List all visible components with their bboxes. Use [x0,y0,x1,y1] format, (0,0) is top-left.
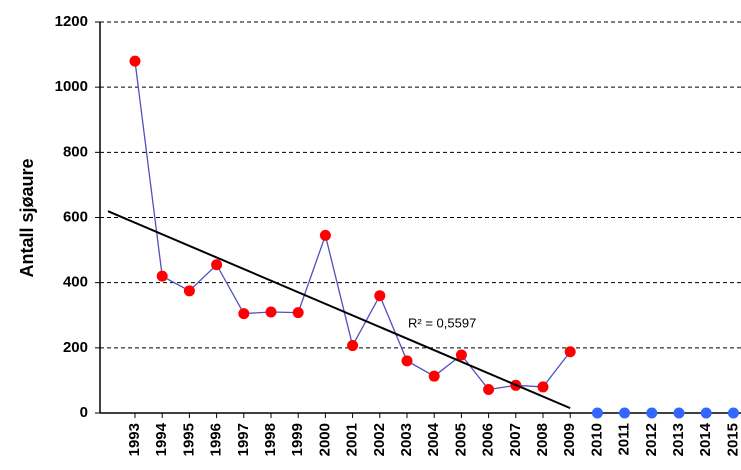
x-tick-label: 1994 [153,422,170,456]
trendline-label: R² = 0,5597 [408,315,476,330]
x-tick-label: 2014 [697,422,714,456]
trendline [107,210,571,410]
y-tick-label: 1000 [55,78,88,95]
marker [428,370,440,382]
marker [537,381,549,393]
y-tick-label: 0 [80,404,88,421]
x-tick-label: 2011 [616,423,633,456]
x-tick-label: 1995 [180,423,197,456]
marker [129,55,141,67]
x-tick-label: 1997 [235,423,252,456]
x-tick-label: 1999 [289,423,306,456]
x-tick-label: 2010 [588,423,605,456]
x-tick-label: 2015 [724,423,741,456]
marker [727,407,739,419]
marker [156,270,168,282]
y-tick-label: 800 [63,143,88,160]
x-tick-label: 1998 [262,423,279,456]
marker [292,307,304,319]
x-tick-label: 2012 [643,423,660,456]
marker [483,384,495,396]
marker [700,407,712,419]
x-tick-label: 1996 [208,423,225,456]
marker [211,259,223,271]
marker [564,346,576,358]
marker [347,340,359,352]
y-tick-label: 600 [63,208,88,225]
marker [673,407,685,419]
y-tick-label: 1200 [55,13,88,30]
x-tick-label: 2003 [398,423,415,456]
x-tick-label: 2007 [507,423,524,456]
marker [619,407,631,419]
x-tick-label: 2005 [452,423,469,456]
marker [455,349,467,361]
marker [265,306,277,318]
x-tick-label: 2009 [561,423,578,456]
marker [238,308,250,320]
marker [374,290,386,302]
marker [319,229,331,241]
marker [183,285,195,297]
y-tick-label: 200 [63,339,88,356]
y-tick-label: 400 [63,274,88,291]
x-tick-label: 2006 [480,423,497,456]
x-tick-label: 2002 [371,423,388,456]
x-tick-label: 1993 [126,423,143,456]
marker [401,355,413,367]
y-axis-label: Antall sjøaure [17,158,37,277]
x-tick-label: 2000 [316,423,333,456]
marker [646,407,658,419]
marker [591,407,603,419]
x-tick-label: 2004 [425,422,442,456]
x-tick-label: 2001 [344,423,361,456]
x-tick-label: 2013 [670,423,687,456]
x-tick-label: 2008 [534,423,551,456]
